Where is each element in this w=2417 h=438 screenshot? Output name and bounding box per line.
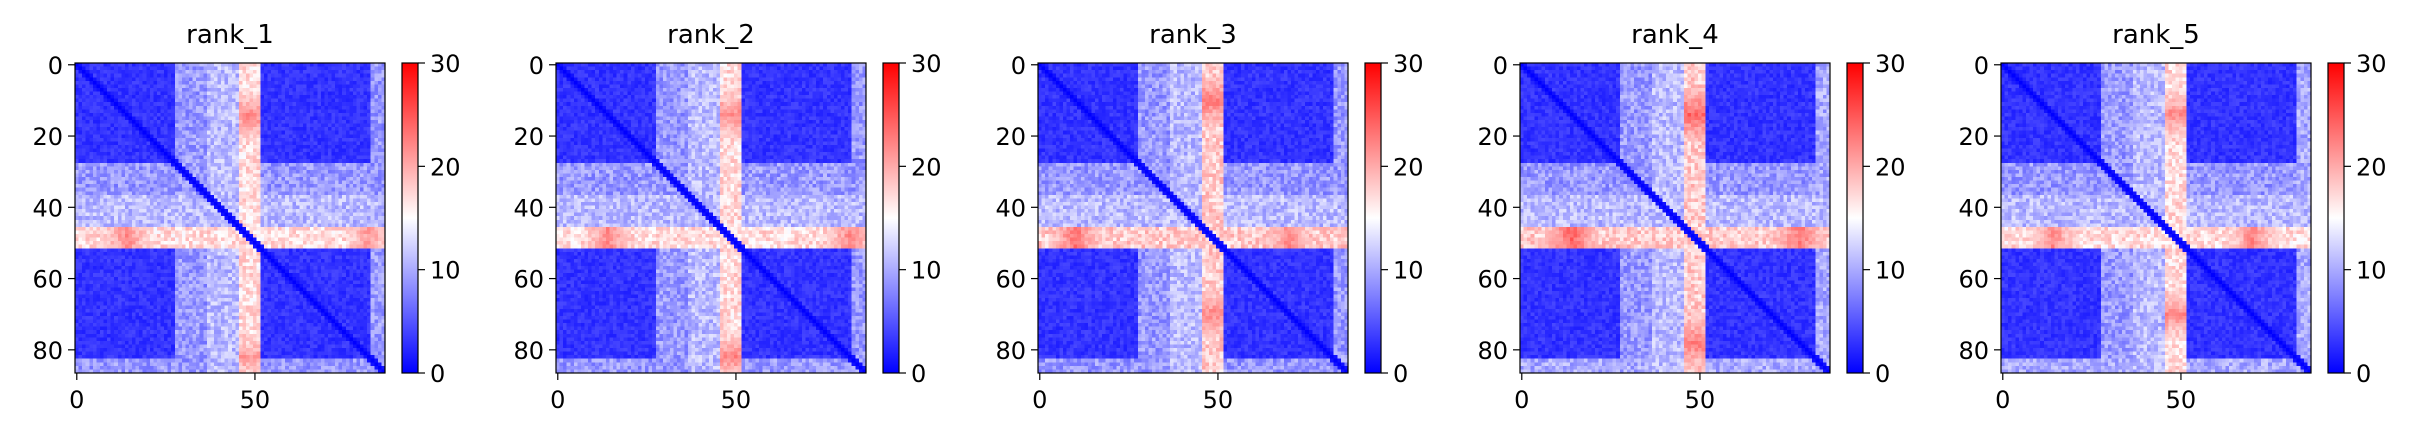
colorbar-tick-label: 10 (1393, 257, 1424, 285)
x-tick-label: 50 (2166, 386, 2197, 414)
y-tick-label: 60 (32, 266, 63, 294)
x-tick-label: 0 (69, 386, 84, 414)
colorbar-tick-label: 10 (430, 257, 461, 285)
y-tick-label: 60 (1477, 266, 1508, 294)
colorbar-tick-label: 20 (1875, 153, 1906, 181)
x-tick-label: 0 (1995, 386, 2010, 414)
colorbar-tick-label: 0 (1875, 360, 1890, 388)
y-tick-label: 40 (32, 194, 63, 222)
heatmap-image (2001, 63, 2311, 373)
heatmap-image (75, 63, 385, 373)
y-tick-label: 40 (1477, 194, 1508, 222)
y-tick-label: 0 (1011, 52, 1026, 80)
plot-frame (1037, 62, 1349, 374)
y-tick-label: 60 (1958, 266, 1989, 294)
colorbar (882, 62, 900, 374)
y-tick-label: 40 (513, 194, 544, 222)
y-tick-label: 20 (32, 123, 63, 151)
colorbar-tick-label: 20 (430, 153, 461, 181)
y-tick-label: 0 (1974, 52, 1989, 80)
y-tick-label: 60 (513, 266, 544, 294)
colorbar (1364, 62, 1382, 374)
x-tick-label: 50 (1685, 386, 1716, 414)
x-tick-label: 50 (721, 386, 752, 414)
heatmap-image (1520, 63, 1830, 373)
plot-frame (1519, 62, 1831, 374)
colorbar-tick-label: 20 (2356, 153, 2387, 181)
colorbar-tick-label: 20 (911, 153, 942, 181)
colorbar (2327, 62, 2345, 374)
y-tick-label: 20 (995, 123, 1026, 151)
heatmap-image (556, 63, 866, 373)
panel-title: rank_5 (2112, 20, 2200, 50)
colorbar-tick-label: 0 (2356, 360, 2371, 388)
colorbar-tick-label: 30 (1875, 50, 1906, 78)
y-tick-label: 40 (1958, 194, 1989, 222)
panel-title: rank_3 (1149, 20, 1237, 50)
colorbar (401, 62, 419, 374)
y-tick-label: 60 (995, 266, 1026, 294)
y-tick-label: 20 (1477, 123, 1508, 151)
colorbar-tick-label: 0 (1393, 360, 1408, 388)
y-tick-label: 80 (995, 337, 1026, 365)
x-tick-label: 0 (1514, 386, 1529, 414)
y-tick-label: 40 (995, 194, 1026, 222)
panel-title: rank_1 (186, 20, 274, 50)
panel-title: rank_4 (1631, 20, 1719, 50)
y-tick-label: 0 (529, 52, 544, 80)
x-tick-label: 50 (240, 386, 271, 414)
y-tick-label: 0 (48, 52, 63, 80)
colorbar-tick-label: 30 (430, 50, 461, 78)
colorbar-tick-label: 10 (2356, 257, 2387, 285)
colorbar-tick-label: 0 (430, 360, 445, 388)
colorbar (1846, 62, 1864, 374)
colorbar-tick-label: 30 (2356, 50, 2387, 78)
y-tick-label: 80 (1477, 337, 1508, 365)
colorbar-tick-label: 10 (1875, 257, 1906, 285)
x-tick-label: 50 (1203, 386, 1234, 414)
plot-frame (74, 62, 386, 374)
colorbar-tick-label: 0 (911, 360, 926, 388)
y-tick-label: 20 (513, 123, 544, 151)
y-tick-label: 80 (513, 337, 544, 365)
y-tick-label: 20 (1958, 123, 1989, 151)
colorbar-tick-label: 20 (1393, 153, 1424, 181)
y-tick-label: 80 (32, 337, 63, 365)
heatmap-image (1038, 63, 1348, 373)
plot-frame (2000, 62, 2312, 374)
x-tick-label: 0 (1032, 386, 1047, 414)
panel-title: rank_2 (667, 20, 755, 50)
plot-frame (555, 62, 867, 374)
y-tick-label: 0 (1493, 52, 1508, 80)
colorbar-tick-label: 10 (911, 257, 942, 285)
colorbar-tick-label: 30 (911, 50, 942, 78)
y-tick-label: 80 (1958, 337, 1989, 365)
x-tick-label: 0 (550, 386, 565, 414)
colorbar-tick-label: 30 (1393, 50, 1424, 78)
